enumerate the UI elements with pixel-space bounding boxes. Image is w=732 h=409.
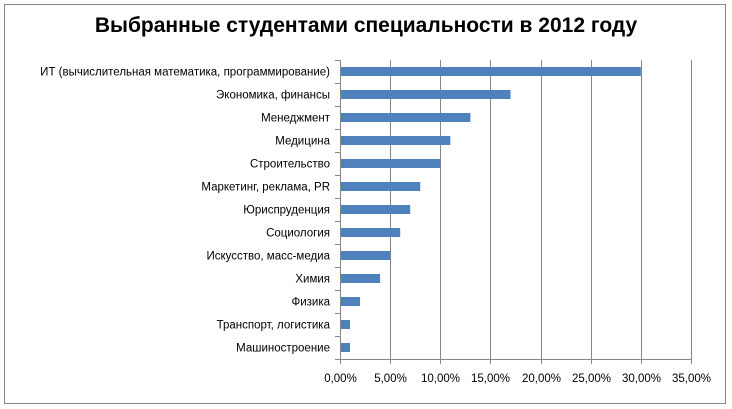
x-tick-label: 35,00% xyxy=(672,373,711,385)
category-label: Машиностроение xyxy=(236,343,330,355)
category-label: ИТ (вычислительная математика, программи… xyxy=(40,67,330,79)
bar xyxy=(341,274,381,283)
category-label: Экономика, финансы xyxy=(216,90,330,102)
category-label: Маркетинг, реклама, PR xyxy=(201,182,330,194)
category-label: Химия xyxy=(295,274,330,286)
bar xyxy=(341,343,351,352)
x-tick-label: 30,00% xyxy=(622,373,661,385)
bar xyxy=(341,67,641,76)
bar xyxy=(341,90,511,99)
x-tick-label: 0,00% xyxy=(324,373,357,385)
bar xyxy=(341,159,441,168)
bar xyxy=(341,205,411,214)
category-label: Искусство, масс-медиа xyxy=(206,251,330,263)
category-label: Медицина xyxy=(275,136,330,148)
bar xyxy=(341,182,421,191)
bar xyxy=(341,113,471,122)
bar xyxy=(341,136,451,145)
x-tick-label: 25,00% xyxy=(572,373,611,385)
chart-title: Выбранные студентами специальности в 201… xyxy=(94,14,638,37)
category-label: Юриспруденция xyxy=(243,205,330,217)
category-label: Менеджмент xyxy=(261,113,331,125)
category-label: Социология xyxy=(266,228,330,240)
category-label: Физика xyxy=(291,297,330,309)
x-tick-label: 10,00% xyxy=(421,373,460,385)
bar xyxy=(341,320,351,329)
x-tick-label: 20,00% xyxy=(522,373,561,385)
category-label: Транспорт, логистика xyxy=(217,320,331,332)
bar xyxy=(341,228,401,237)
bar xyxy=(341,297,361,306)
x-tick-label: 15,00% xyxy=(471,373,510,385)
bar xyxy=(341,251,391,260)
x-tick-label: 5,00% xyxy=(374,373,407,385)
category-label: Строительство xyxy=(250,159,330,171)
